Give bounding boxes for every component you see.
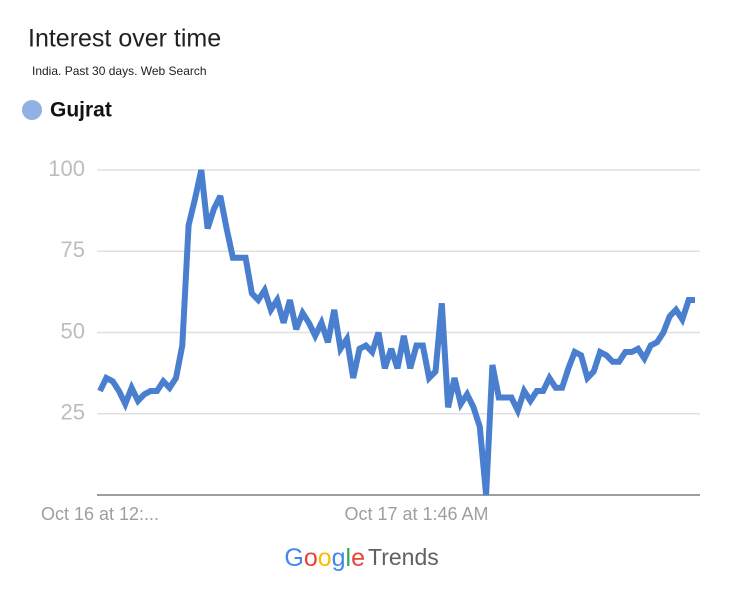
x-tick-label: Oct 16 at 12:...	[41, 504, 159, 524]
y-tick-label: 25	[61, 400, 85, 425]
footer-brand: Google	[284, 544, 365, 572]
chart-subtitle: India. Past 30 days. Web Search	[32, 64, 207, 78]
legend-marker	[22, 100, 42, 120]
footer-product: Trends	[368, 544, 439, 570]
legend-label: Gujrat	[50, 99, 112, 122]
y-tick-label: 75	[61, 237, 85, 262]
y-tick-label: 100	[48, 156, 85, 181]
y-tick-label: 50	[61, 318, 85, 343]
data-line	[97, 169, 695, 496]
chart-title: Interest over time	[28, 25, 221, 53]
x-tick-label: Oct 17 at 1:46 AM	[344, 504, 488, 524]
